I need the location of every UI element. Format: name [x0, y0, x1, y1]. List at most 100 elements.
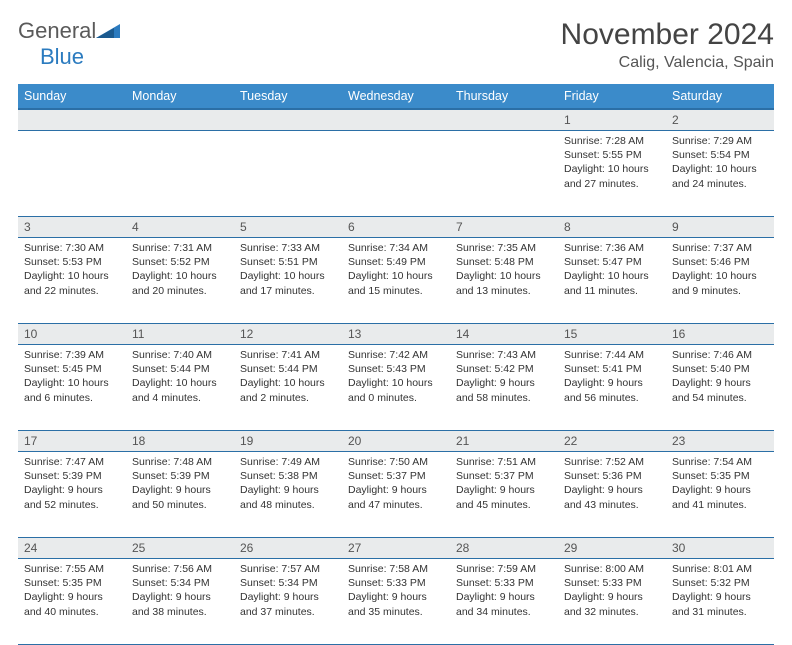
day-number: 27	[342, 538, 450, 558]
sunrise-line: Sunrise: 7:47 AM	[24, 455, 120, 469]
sunrise-line: Sunrise: 7:54 AM	[672, 455, 768, 469]
sunset-line: Sunset: 5:51 PM	[240, 255, 336, 269]
title-block: November 2024 Calig, Valencia, Spain	[561, 18, 774, 72]
daylight-line: Daylight: 10 hours and 11 minutes.	[564, 269, 660, 297]
daynum-cell: 4	[126, 217, 234, 238]
detail-cell: Sunrise: 7:34 AMSunset: 5:49 PMDaylight:…	[342, 238, 450, 324]
day-number: 15	[558, 324, 666, 344]
sunrise-line: Sunrise: 7:35 AM	[456, 241, 552, 255]
day-detail: Sunrise: 7:29 AMSunset: 5:54 PMDaylight:…	[666, 131, 774, 195]
sunset-line: Sunset: 5:33 PM	[456, 576, 552, 590]
day-number: 7	[450, 217, 558, 237]
daylight-line: Daylight: 9 hours and 54 minutes.	[672, 376, 768, 404]
sunset-line: Sunset: 5:48 PM	[456, 255, 552, 269]
sunset-line: Sunset: 5:52 PM	[132, 255, 228, 269]
daynum-cell: 10	[18, 324, 126, 345]
detail-cell: Sunrise: 7:44 AMSunset: 5:41 PMDaylight:…	[558, 345, 666, 431]
daylight-line: Daylight: 9 hours and 50 minutes.	[132, 483, 228, 511]
day-detail: Sunrise: 7:48 AMSunset: 5:39 PMDaylight:…	[126, 452, 234, 516]
day-header-row: Sunday Monday Tuesday Wednesday Thursday…	[18, 84, 774, 109]
day-number: 21	[450, 431, 558, 451]
daylight-line: Daylight: 9 hours and 52 minutes.	[24, 483, 120, 511]
day-header: Wednesday	[342, 84, 450, 109]
detail-row: Sunrise: 7:30 AMSunset: 5:53 PMDaylight:…	[18, 238, 774, 324]
daylight-line: Daylight: 10 hours and 17 minutes.	[240, 269, 336, 297]
sunrise-line: Sunrise: 8:01 AM	[672, 562, 768, 576]
detail-cell: Sunrise: 7:36 AMSunset: 5:47 PMDaylight:…	[558, 238, 666, 324]
day-number: 25	[126, 538, 234, 558]
detail-cell: Sunrise: 7:31 AMSunset: 5:52 PMDaylight:…	[126, 238, 234, 324]
logo-text-blue: Blue	[18, 44, 84, 69]
daynum-cell: 2	[666, 109, 774, 131]
detail-row: Sunrise: 7:39 AMSunset: 5:45 PMDaylight:…	[18, 345, 774, 431]
daylight-line: Daylight: 10 hours and 27 minutes.	[564, 162, 660, 190]
day-number: 14	[450, 324, 558, 344]
detail-cell: Sunrise: 7:29 AMSunset: 5:54 PMDaylight:…	[666, 131, 774, 217]
day-number: 9	[666, 217, 774, 237]
logo: General Blue	[18, 18, 120, 70]
day-number: 13	[342, 324, 450, 344]
detail-cell: Sunrise: 7:35 AMSunset: 5:48 PMDaylight:…	[450, 238, 558, 324]
day-number: 11	[126, 324, 234, 344]
detail-cell: Sunrise: 7:47 AMSunset: 5:39 PMDaylight:…	[18, 452, 126, 538]
day-detail: Sunrise: 7:46 AMSunset: 5:40 PMDaylight:…	[666, 345, 774, 409]
day-number: 23	[666, 431, 774, 451]
sunrise-line: Sunrise: 7:57 AM	[240, 562, 336, 576]
daylight-line: Daylight: 9 hours and 41 minutes.	[672, 483, 768, 511]
detail-cell: Sunrise: 7:39 AMSunset: 5:45 PMDaylight:…	[18, 345, 126, 431]
detail-row: Sunrise: 7:28 AMSunset: 5:55 PMDaylight:…	[18, 131, 774, 217]
sunrise-line: Sunrise: 7:59 AM	[456, 562, 552, 576]
sunset-line: Sunset: 5:43 PM	[348, 362, 444, 376]
day-header: Thursday	[450, 84, 558, 109]
daynum-cell: 22	[558, 431, 666, 452]
detail-cell: Sunrise: 8:00 AMSunset: 5:33 PMDaylight:…	[558, 559, 666, 645]
logo-triangle-icon	[96, 20, 120, 38]
day-number	[126, 110, 234, 116]
sunset-line: Sunset: 5:38 PM	[240, 469, 336, 483]
day-detail: Sunrise: 7:55 AMSunset: 5:35 PMDaylight:…	[18, 559, 126, 623]
sunset-line: Sunset: 5:37 PM	[348, 469, 444, 483]
sunset-line: Sunset: 5:35 PM	[672, 469, 768, 483]
detail-cell: Sunrise: 7:30 AMSunset: 5:53 PMDaylight:…	[18, 238, 126, 324]
daynum-row: 10111213141516	[18, 324, 774, 345]
daylight-line: Daylight: 10 hours and 15 minutes.	[348, 269, 444, 297]
daylight-line: Daylight: 9 hours and 35 minutes.	[348, 590, 444, 618]
detail-cell: Sunrise: 7:56 AMSunset: 5:34 PMDaylight:…	[126, 559, 234, 645]
sunrise-line: Sunrise: 7:43 AM	[456, 348, 552, 362]
daylight-line: Daylight: 10 hours and 9 minutes.	[672, 269, 768, 297]
header: General Blue November 2024 Calig, Valenc…	[18, 18, 774, 72]
detail-cell: Sunrise: 7:28 AMSunset: 5:55 PMDaylight:…	[558, 131, 666, 217]
day-number: 18	[126, 431, 234, 451]
daylight-line: Daylight: 9 hours and 34 minutes.	[456, 590, 552, 618]
daynum-cell: 8	[558, 217, 666, 238]
day-detail: Sunrise: 7:43 AMSunset: 5:42 PMDaylight:…	[450, 345, 558, 409]
day-number: 24	[18, 538, 126, 558]
daynum-cell	[342, 109, 450, 131]
page-subtitle: Calig, Valencia, Spain	[561, 54, 774, 72]
day-number: 1	[558, 110, 666, 130]
sunset-line: Sunset: 5:39 PM	[132, 469, 228, 483]
daylight-line: Daylight: 10 hours and 4 minutes.	[132, 376, 228, 404]
daynum-cell: 11	[126, 324, 234, 345]
day-detail: Sunrise: 7:34 AMSunset: 5:49 PMDaylight:…	[342, 238, 450, 302]
daynum-cell: 28	[450, 538, 558, 559]
sunset-line: Sunset: 5:34 PM	[132, 576, 228, 590]
sunrise-line: Sunrise: 7:29 AM	[672, 134, 768, 148]
daynum-cell: 17	[18, 431, 126, 452]
day-detail: Sunrise: 7:37 AMSunset: 5:46 PMDaylight:…	[666, 238, 774, 302]
sunset-line: Sunset: 5:35 PM	[24, 576, 120, 590]
daynum-row: 17181920212223	[18, 431, 774, 452]
day-header: Monday	[126, 84, 234, 109]
daynum-cell: 5	[234, 217, 342, 238]
daylight-line: Daylight: 10 hours and 22 minutes.	[24, 269, 120, 297]
daynum-cell	[126, 109, 234, 131]
day-detail: Sunrise: 8:00 AMSunset: 5:33 PMDaylight:…	[558, 559, 666, 623]
daynum-cell: 9	[666, 217, 774, 238]
sunrise-line: Sunrise: 7:42 AM	[348, 348, 444, 362]
daylight-line: Daylight: 10 hours and 20 minutes.	[132, 269, 228, 297]
daynum-cell: 7	[450, 217, 558, 238]
detail-cell: Sunrise: 7:58 AMSunset: 5:33 PMDaylight:…	[342, 559, 450, 645]
day-detail: Sunrise: 7:57 AMSunset: 5:34 PMDaylight:…	[234, 559, 342, 623]
daylight-line: Daylight: 9 hours and 43 minutes.	[564, 483, 660, 511]
day-detail: Sunrise: 7:30 AMSunset: 5:53 PMDaylight:…	[18, 238, 126, 302]
